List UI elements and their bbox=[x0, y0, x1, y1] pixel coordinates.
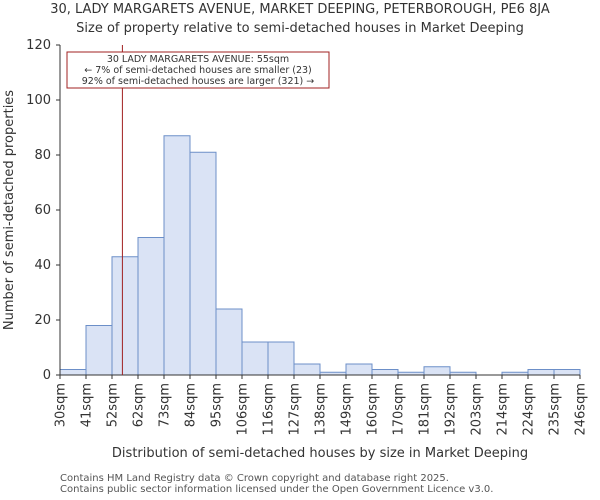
x-tick-label: 160sqm bbox=[366, 383, 381, 436]
annotation-box bbox=[66, 51, 330, 89]
bar bbox=[163, 135, 191, 376]
bar bbox=[371, 369, 399, 376]
x-tick-label: 246sqm bbox=[574, 383, 589, 436]
x-tick-label: 203sqm bbox=[470, 383, 485, 436]
chart-title: 30, LADY MARGARETS AVENUE, MARKET DEEPIN… bbox=[50, 2, 550, 17]
x-tick-label: 30sqm bbox=[54, 383, 69, 427]
bar bbox=[137, 237, 165, 376]
x-tick-label: 214sqm bbox=[496, 383, 511, 436]
bar bbox=[85, 325, 113, 376]
bar bbox=[241, 341, 269, 376]
x-tick-label: 62sqm bbox=[132, 383, 147, 427]
axes-group bbox=[56, 44, 581, 379]
bar bbox=[553, 369, 581, 376]
annotation-line: 92% of semi-detached houses are larger (… bbox=[82, 76, 315, 87]
annotation-line: ← 7% of semi-detached houses are smaller… bbox=[84, 65, 312, 76]
x-tick-label: 73sqm bbox=[158, 383, 173, 427]
x-tick-label: 235sqm bbox=[548, 383, 563, 436]
y-tick-label: 40 bbox=[34, 258, 51, 273]
property-marker: 30 LADY MARGARETS AVENUE: 55sqm← 7% of s… bbox=[66, 45, 330, 375]
x-tick-label: 52sqm bbox=[106, 383, 121, 427]
x-tick-label: 138sqm bbox=[314, 383, 329, 436]
footer-line-1: Contains HM Land Registry data © Crown c… bbox=[60, 473, 449, 484]
y-tick-label: 20 bbox=[34, 313, 51, 328]
x-tick-label: 127sqm bbox=[288, 383, 303, 436]
bar bbox=[527, 369, 555, 376]
x-tick-label: 170sqm bbox=[392, 383, 407, 436]
chart-subtitle: Size of property relative to semi-detach… bbox=[76, 21, 524, 36]
y-tick-label: 80 bbox=[34, 148, 51, 163]
x-tick-label: 192sqm bbox=[444, 383, 459, 436]
y-tick-label: 60 bbox=[34, 203, 51, 218]
x-tick-label: 84sqm bbox=[184, 383, 199, 427]
bar bbox=[345, 363, 373, 376]
bar bbox=[111, 256, 139, 376]
x-axis-label: Distribution of semi-detached houses by … bbox=[112, 446, 528, 461]
x-tick-label: 224sqm bbox=[522, 383, 537, 436]
bar bbox=[423, 366, 451, 376]
annotation-line: 30 LADY MARGARETS AVENUE: 55sqm bbox=[107, 54, 289, 65]
x-tick-label: 41sqm bbox=[80, 383, 95, 427]
bar bbox=[189, 151, 217, 376]
x-tick-label: 149sqm bbox=[340, 383, 355, 436]
bar bbox=[215, 308, 243, 376]
x-tick-label: 106sqm bbox=[236, 383, 251, 436]
y-tick-label: 0 bbox=[43, 368, 51, 383]
x-tick-label: 95sqm bbox=[210, 383, 225, 427]
bar bbox=[293, 363, 321, 376]
y-tick-label: 100 bbox=[26, 93, 51, 108]
footer-line-2: Contains public sector information licen… bbox=[60, 484, 494, 495]
y-tick-label: 120 bbox=[26, 38, 51, 53]
y-axis-label: Number of semi-detached properties bbox=[2, 90, 17, 330]
bar bbox=[267, 341, 295, 376]
bar bbox=[59, 369, 87, 376]
x-tick-labels: 30sqm 41sqm 52sqm 62sqm 73sqm 84sqm 95sqm 106sq… bbox=[54, 383, 589, 436]
bars-group bbox=[59, 135, 581, 376]
x-tick-label: 116sqm bbox=[262, 383, 277, 436]
x-tick-label: 181sqm bbox=[418, 383, 433, 436]
y-tick-labels: 0 20 40 60 80 100 120 bbox=[26, 38, 51, 383]
